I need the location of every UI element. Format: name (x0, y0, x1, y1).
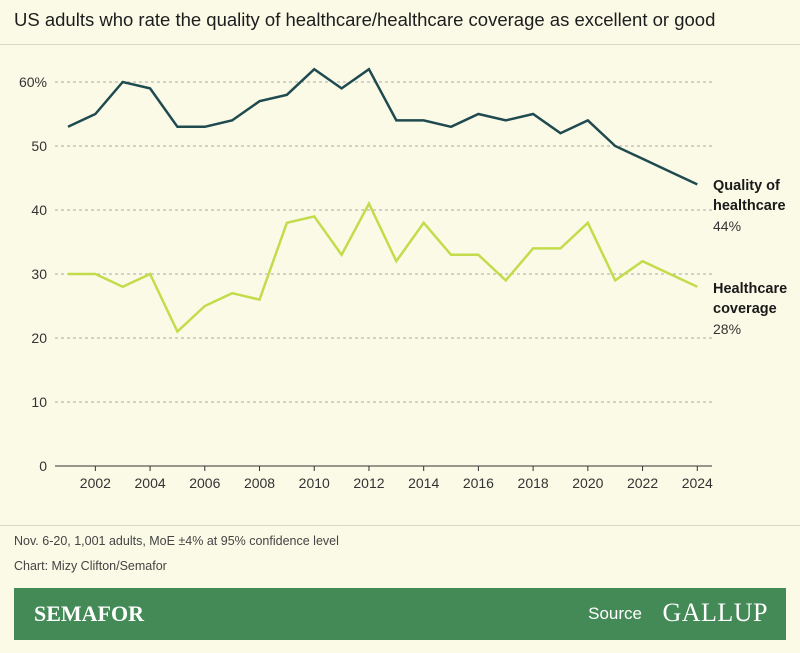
line-chart: 0 10 20 30 40 50 60% 2002 2004 2006 2008 2010 2012 20… (19, 67, 787, 491)
chart-credit: Chart: Mizy Clifton/Semafor (14, 559, 167, 573)
series-end-value: 44% (713, 218, 741, 234)
divider (0, 525, 800, 526)
source-label: Source (588, 604, 642, 623)
semafor-logo: SEMAFOR (34, 601, 144, 626)
x-tick-label: 2004 (135, 475, 166, 491)
x-tick-label: 2016 (463, 475, 494, 491)
y-tick-label: 30 (31, 266, 47, 282)
x-tick-label: 2006 (189, 475, 220, 491)
y-tick-label: 10 (31, 394, 47, 410)
gallup-logo: GALLUP (662, 598, 768, 627)
series-label: healthcare (713, 198, 786, 214)
y-tick-label: 0 (39, 458, 47, 474)
x-tick-label: 2020 (572, 475, 603, 491)
x-tick-label: 2022 (627, 475, 658, 491)
x-tick-label: 2008 (244, 475, 275, 491)
series-line-coverage (68, 200, 698, 334)
x-tick-label: 2018 (518, 475, 549, 491)
series-label: coverage (713, 301, 777, 317)
survey-note: Nov. 6-20, 1,001 adults, MoE ±4% at 95% … (14, 534, 339, 548)
y-tick-label: 50 (31, 138, 47, 154)
x-tick-label: 2012 (353, 475, 384, 491)
series-label: Quality of (713, 178, 780, 194)
y-tick-label: 20 (31, 330, 47, 346)
series-end-value: 28% (713, 321, 741, 337)
x-tick-label: 2002 (80, 475, 111, 491)
footer-banner: SEMAFOR Source GALLUP (14, 588, 786, 640)
divider (0, 44, 800, 45)
x-tick-label: 2024 (682, 475, 713, 491)
chart-title: US adults who rate the quality of health… (14, 9, 716, 30)
x-tick-label: 2010 (299, 475, 330, 491)
y-tick-label: 40 (31, 202, 47, 218)
series-label: Healthcare (713, 281, 787, 297)
x-tick-label: 2014 (408, 475, 439, 491)
y-tick-label: 60% (19, 74, 47, 90)
series-line-quality (67, 67, 698, 186)
